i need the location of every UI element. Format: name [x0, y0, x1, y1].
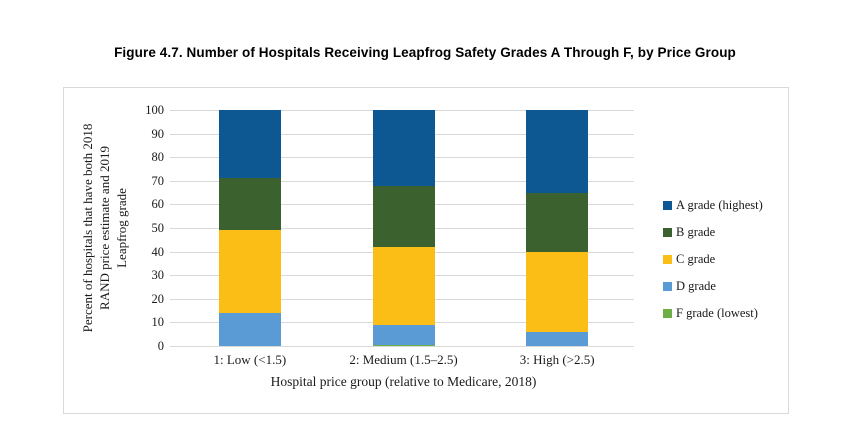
- stacked-bar: [526, 110, 589, 346]
- legend-label: C grade: [676, 252, 716, 266]
- plot-area: 0 10 20 30 40 50 60 70 80 90 100: [145, 103, 634, 353]
- legend-swatch: [663, 228, 672, 237]
- bar-slot: [480, 110, 634, 346]
- y-tick-label: 80: [151, 150, 165, 165]
- bar-segment: [372, 185, 435, 247]
- x-tick-label: 3: High (>2.5): [519, 352, 595, 367]
- figure-title: Figure 4.7. Number of Hospitals Receivin…: [114, 45, 736, 60]
- y-tick-label: 10: [151, 315, 165, 330]
- gridline: [170, 346, 634, 347]
- bar-segment: [218, 230, 281, 313]
- y-tick-label: 50: [151, 221, 165, 235]
- legend-item: B grade: [663, 219, 763, 246]
- y-tick-label: 20: [151, 291, 165, 306]
- y-tick-label: 60: [151, 197, 165, 212]
- x-tick-label: 1: Low (<1.5): [213, 352, 287, 367]
- bar-segment: [218, 110, 281, 179]
- bar-slot: [327, 110, 481, 346]
- bar-segment: [372, 110, 435, 186]
- bar-segment: [372, 324, 435, 345]
- y-tick-label: 0: [157, 339, 164, 353]
- legend-swatch: [663, 282, 672, 291]
- legend-label: B grade: [676, 225, 716, 239]
- legend-item: A grade (highest): [663, 192, 763, 219]
- legend: A grade (highest) B grade C grade D grade F …: [663, 192, 763, 327]
- y-tick-label: 40: [151, 244, 165, 259]
- legend-label: D grade: [676, 279, 716, 293]
- y-tick-label: 90: [151, 126, 165, 141]
- legend-label: F grade (lowest): [676, 306, 758, 320]
- stacked-bar: [218, 110, 281, 346]
- legend-item: C grade: [663, 246, 763, 273]
- legend-item: F grade (lowest): [663, 300, 763, 327]
- bar-slot: [173, 110, 327, 346]
- bar-segment: [526, 192, 589, 252]
- bar-segment: [218, 178, 281, 231]
- chart-box: Percent of hospitals that have both 2018…: [63, 87, 789, 414]
- stacked-bar: [372, 110, 435, 346]
- bar-segment: [526, 251, 589, 332]
- legend-label: A grade (highest): [676, 198, 763, 212]
- y-tick-label: 30: [151, 268, 165, 283]
- x-tick-label: 2: Medium (1.5–2.5): [349, 352, 458, 367]
- legend-item: D grade: [663, 273, 763, 300]
- bar-segment: [526, 331, 589, 346]
- bars-row: [173, 110, 634, 346]
- y-tick-label: 70: [151, 173, 165, 188]
- bar-segment: [372, 246, 435, 325]
- bar-segment: [218, 312, 281, 346]
- y-tick-label: 100: [145, 103, 164, 117]
- legend-swatch: [663, 309, 672, 318]
- x-axis-ticks: 1: Low (<1.5) 2: Medium (1.5–2.5) 3: High …: [173, 352, 634, 368]
- bar-segment: [526, 110, 589, 193]
- legend-swatch: [663, 255, 672, 264]
- bar-segment: [372, 344, 435, 346]
- legend-swatch: [663, 201, 672, 210]
- x-axis-title: Hospital price group (relative to Medica…: [270, 374, 537, 389]
